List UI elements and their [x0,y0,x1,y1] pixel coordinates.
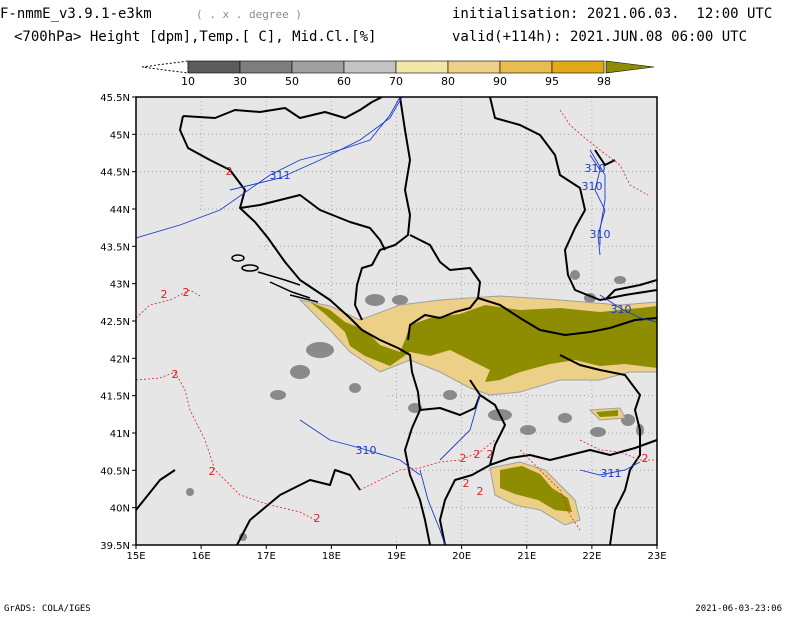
y-tick-label: 42.5N [100,317,130,328]
height-contour-label: 310 [356,444,377,457]
mid-cloud-high-coverage [310,302,657,512]
colorbar-low-arrow [141,60,189,74]
islands [231,254,319,303]
temperature-contour-label: 2 [161,288,168,301]
colorbar-label: 10 [181,75,195,88]
colorbar-label: 90 [493,75,507,88]
colorbar-label: 60 [337,75,351,88]
x-tick-label: 19E [387,551,406,562]
colorbar-label: 95 [545,75,559,88]
x-tick-label: 18E [322,551,341,562]
colorbar-segment [447,60,501,74]
colorbar-label: 50 [285,75,299,88]
temperature-contours [136,109,657,531]
y-tick-label: 42N [110,354,130,365]
temperature-contour-label: 2 [460,452,467,465]
y-tick-label: 41.5N [100,392,130,403]
height-contour-label: 311 [601,467,622,480]
colorbar-segment [499,60,553,74]
temperature-contour-label: 2 [183,286,190,299]
height-contour-label: 310 [590,228,611,241]
height-contour-label: 310 [585,162,606,175]
x-tick-label: 22E [582,551,601,562]
height-contour-label: 310 [582,180,603,193]
y-tick-label: 39.5N [100,541,130,552]
y-tick-label: 45N [110,130,130,141]
y-tick-label: 44.5N [100,168,130,179]
adriatic-sea [136,170,410,545]
temperature-contour-label: 2 [226,165,233,178]
colorbar-segment [239,60,293,74]
y-tick-label: 45.5N [100,93,130,104]
longitude-axis: 15E 16E 17E 18E 19E 20E 21E 22E 23E [126,545,667,562]
render-timestamp: 2021-06-03-23:06 [695,604,782,614]
y-tick-label: 40.5N [100,466,130,477]
temperature-contour-label: 2 [474,448,481,461]
temperature-contour-label: 2 [487,448,494,461]
model-title: F-nmmE_v3.9.1-e3km [0,6,152,22]
temperature-contour-label: 2 [172,368,179,381]
x-tick-label: 23E [647,551,666,562]
colorbar-high-arrow [605,60,655,74]
colorbar-segment [343,60,397,74]
valid-time: valid(+114h): 2021.JUN.08 06:00 UTC [452,29,748,45]
colorbar-label: 98 [597,75,611,88]
colorbar-label: 30 [233,75,247,88]
x-tick-label: 21E [517,551,536,562]
y-tick-label: 40N [110,504,130,515]
height-contour-labels: 311 310 310 310 310 310 311 [270,162,632,480]
y-tick-label: 44N [110,205,130,216]
temperature-contour-label: 2 [209,465,216,478]
x-tick-label: 16E [192,551,211,562]
temperature-contour-label: 2 [477,485,484,498]
coastlines-borders [136,97,657,545]
colorbar-segment [187,60,241,74]
colorbar-segment [291,60,345,74]
y-tick-label: 43.5N [100,242,130,253]
grads-credit: GrADS: COLA/IGES [4,604,91,614]
height-contour-label: 310 [611,303,632,316]
colorbar-segment [395,60,449,74]
y-tick-label: 43N [110,280,130,291]
x-tick-label: 17E [257,551,276,562]
height-contours [229,97,657,476]
field-description: <700hPa> Height [dpm],Temp.[ C], Mid.Cl.… [14,29,377,45]
initialisation-time: initialisation: 2021.06.03. 12:00 UTC [452,6,773,22]
colorbar: 10 30 50 60 70 80 90 95 98 [141,60,655,88]
colorbar-segment [551,60,605,74]
y-tick-label: 41N [110,429,130,440]
colorbar-label: 70 [389,75,403,88]
x-tick-label: 20E [452,551,471,562]
latitude-axis: 45.5N 45N 44.5N 44N 43.5N 43N 42.5N 42N 41.5N 41N… [100,93,136,552]
temperature-contour-label: 2 [314,512,321,525]
colorbar-label: 80 [441,75,455,88]
x-tick-label: 15E [126,551,145,562]
grid-resolution: ( . x . degree ) [196,8,302,21]
height-contour-label: 311 [270,169,291,182]
temperature-contour-label: 2 [463,477,470,490]
temperature-contour-label: 2 [642,452,649,465]
